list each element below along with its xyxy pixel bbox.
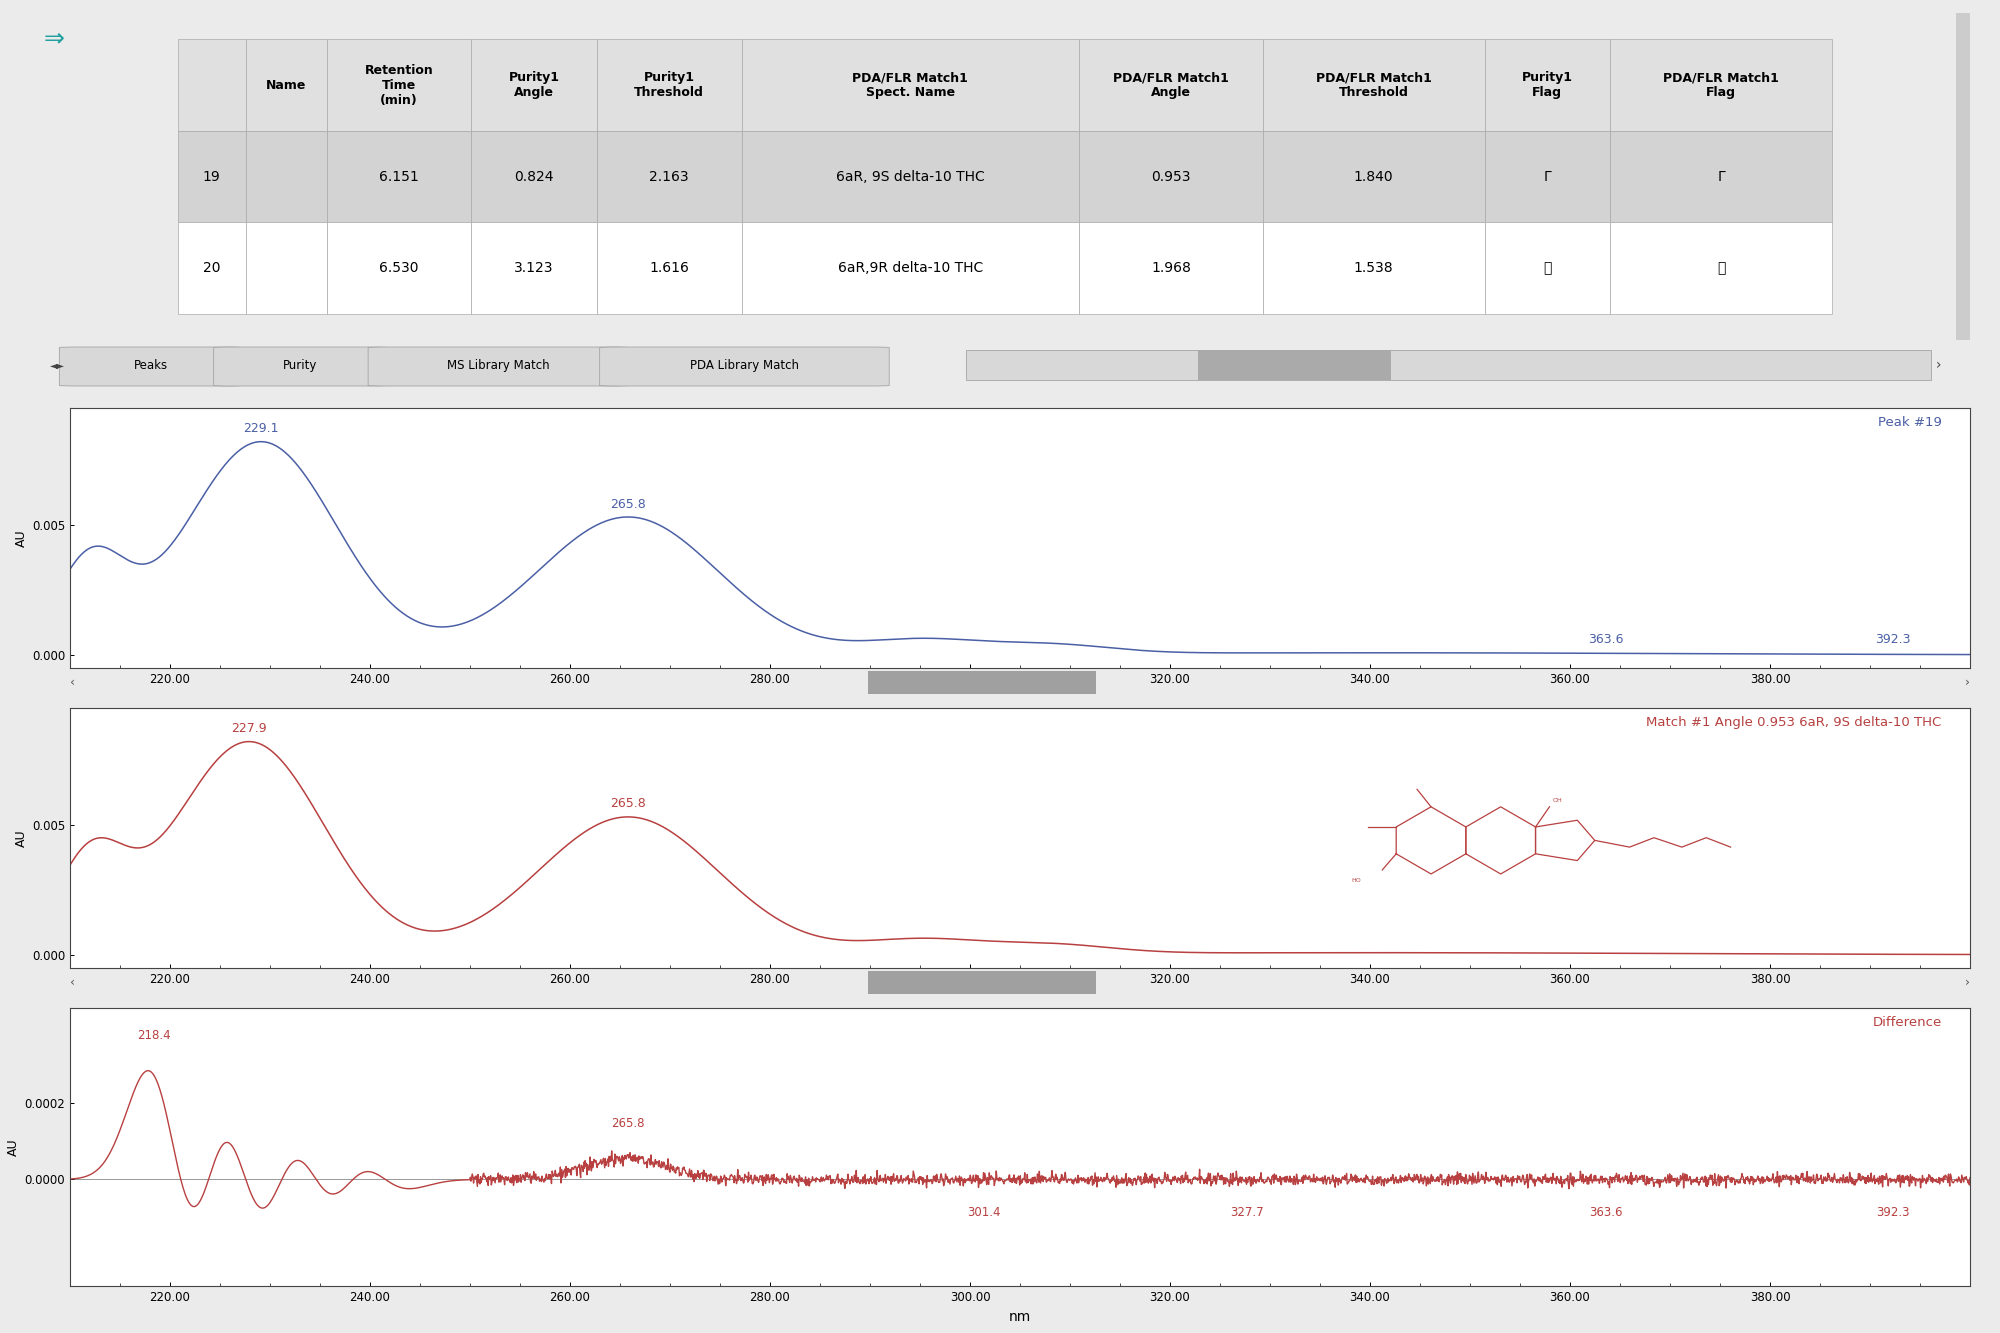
Text: 301.4: 301.4 xyxy=(968,1206,1000,1218)
Text: 392.3: 392.3 xyxy=(1876,1206,1910,1218)
FancyBboxPatch shape xyxy=(600,347,890,387)
Text: MS Library Match: MS Library Match xyxy=(448,359,550,372)
Text: 265.8: 265.8 xyxy=(612,1117,644,1130)
Text: Difference: Difference xyxy=(1872,1016,1942,1029)
Text: ‹: ‹ xyxy=(70,676,76,689)
Text: Peaks: Peaks xyxy=(134,359,168,372)
Text: 265.8: 265.8 xyxy=(610,797,646,810)
Text: ◄►: ◄► xyxy=(50,360,64,371)
X-axis label: nm: nm xyxy=(1008,1310,1032,1324)
Text: Match #1 Angle 0.953 6aR, 9S delta-10 THC: Match #1 Angle 0.953 6aR, 9S delta-10 TH… xyxy=(1646,716,1942,729)
Text: 363.6: 363.6 xyxy=(1588,633,1624,647)
Text: ⇒: ⇒ xyxy=(44,27,64,51)
Text: ›: › xyxy=(1964,676,1970,689)
Text: ‹: ‹ xyxy=(70,976,76,989)
Text: ›: › xyxy=(1936,359,1942,372)
Bar xyxy=(868,970,1096,994)
FancyBboxPatch shape xyxy=(214,347,388,387)
Text: 229.1: 229.1 xyxy=(244,423,278,435)
Bar xyxy=(868,670,1096,694)
Bar xyxy=(966,351,1932,380)
Text: Purity: Purity xyxy=(284,359,318,372)
Y-axis label: AU: AU xyxy=(14,829,28,846)
Text: 363.6: 363.6 xyxy=(1590,1206,1622,1218)
Y-axis label: AU: AU xyxy=(8,1138,20,1156)
Text: Peak #19: Peak #19 xyxy=(1878,416,1942,429)
Y-axis label: AU: AU xyxy=(14,529,28,547)
Text: ›: › xyxy=(1964,976,1970,989)
Text: 227.9: 227.9 xyxy=(232,722,266,734)
Text: 265.8: 265.8 xyxy=(610,497,646,511)
FancyBboxPatch shape xyxy=(60,347,242,387)
Bar xyxy=(1956,13,1970,340)
Text: 392.3: 392.3 xyxy=(1876,633,1910,647)
Bar xyxy=(1198,351,1392,380)
Text: PDA Library Match: PDA Library Match xyxy=(690,359,798,372)
Text: 218.4: 218.4 xyxy=(138,1029,170,1042)
FancyBboxPatch shape xyxy=(368,347,628,387)
Text: 327.7: 327.7 xyxy=(1230,1206,1264,1218)
